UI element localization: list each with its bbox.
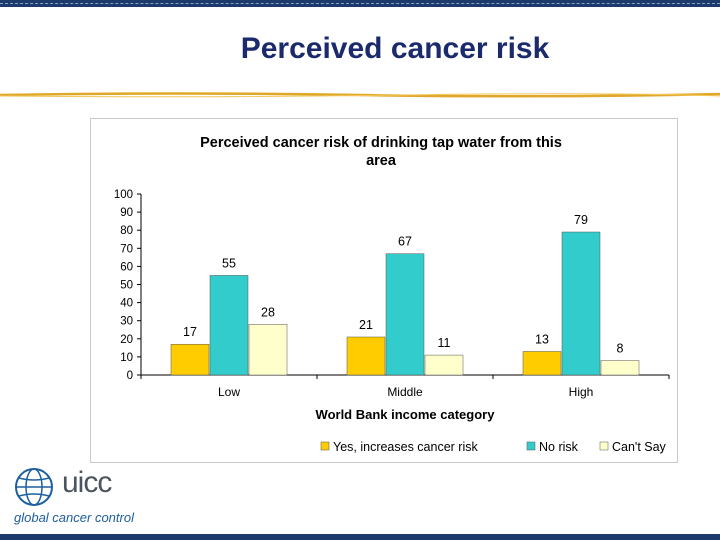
y-tick-label: 80 bbox=[120, 225, 133, 237]
bottom-border bbox=[0, 534, 720, 540]
slide-title: Perceived cancer risk bbox=[240, 32, 550, 65]
bar bbox=[424, 354, 464, 376]
y-tick-label: 0 bbox=[127, 370, 133, 382]
plot-area: 0 10 20 30 40 50 60 70 80 90 100 17 55 28 Low 21 67 11 Mid… bbox=[114, 189, 670, 399]
bar-data-label: 13 bbox=[535, 332, 549, 346]
legend: Yes, increases cancer risk No risk Can't S… bbox=[320, 440, 667, 454]
y-tick-label: 100 bbox=[114, 189, 133, 201]
y-tick-label: 30 bbox=[120, 316, 133, 328]
bar bbox=[209, 275, 249, 376]
bar-data-label: 17 bbox=[183, 325, 197, 339]
bar-data-label: 67 bbox=[398, 235, 412, 249]
bar-data-label: 55 bbox=[222, 256, 236, 270]
top-border-stitch bbox=[0, 3, 720, 5]
bar-data-label: 11 bbox=[438, 336, 451, 350]
logo-tagline: global cancer control bbox=[14, 510, 134, 525]
x-tick-label: High bbox=[569, 385, 594, 399]
legend-label: Can't Say bbox=[612, 440, 667, 454]
y-tick-label: 40 bbox=[120, 298, 133, 310]
title-underline bbox=[0, 92, 720, 98]
bar-chart: Perceived cancer risk of drinking tap wa… bbox=[114, 135, 670, 454]
y-tick-label: 50 bbox=[120, 280, 133, 292]
x-tick-label: Middle bbox=[387, 385, 423, 399]
y-tick-label: 10 bbox=[120, 352, 133, 364]
bar bbox=[170, 343, 210, 376]
bar-data-label: 8 bbox=[617, 342, 624, 356]
y-tick-label: 20 bbox=[120, 334, 133, 346]
legend-swatch bbox=[599, 441, 609, 451]
legend-swatch bbox=[526, 441, 536, 451]
legend-label: Yes, increases cancer risk bbox=[333, 440, 478, 454]
bar-data-label: 28 bbox=[261, 305, 275, 319]
bar bbox=[248, 324, 288, 376]
chart-panel: Perceived cancer risk of drinking tap wa… bbox=[90, 118, 678, 463]
y-tick-label: 60 bbox=[120, 261, 133, 273]
chart-title-line-2: area bbox=[366, 153, 397, 169]
y-tick-label: 70 bbox=[120, 243, 133, 255]
logo-wordmark: uicc bbox=[62, 466, 112, 499]
x-axis-title: World Bank income category bbox=[316, 407, 496, 422]
chart-title-line-1: Perceived cancer risk of drinking tap wa… bbox=[200, 135, 562, 151]
bar bbox=[522, 351, 562, 376]
x-tick-label: Low bbox=[218, 385, 240, 399]
uicc-logo: uicc global cancer control bbox=[12, 464, 142, 530]
bar-data-label: 79 bbox=[574, 213, 588, 227]
bar bbox=[385, 253, 425, 376]
bar-data-label: 21 bbox=[359, 318, 373, 332]
bar bbox=[346, 336, 386, 376]
globe-icon bbox=[15, 468, 53, 506]
y-tick-label: 90 bbox=[120, 207, 133, 219]
legend-swatch bbox=[320, 441, 330, 451]
bar bbox=[561, 231, 601, 376]
bar bbox=[600, 360, 640, 376]
legend-label: No risk bbox=[539, 440, 579, 454]
